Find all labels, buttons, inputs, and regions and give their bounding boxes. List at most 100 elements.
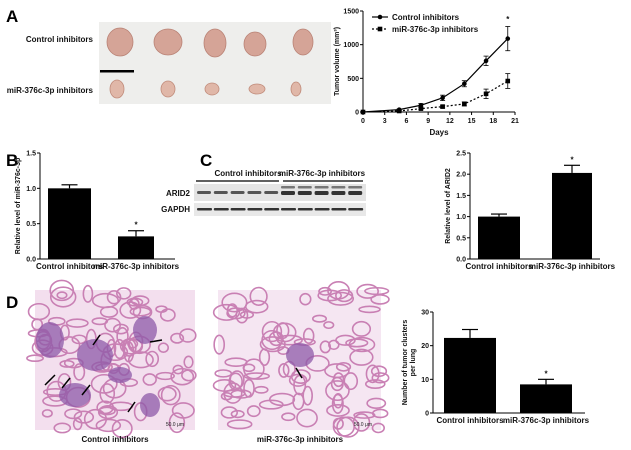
x-tick-label: 18 (489, 118, 497, 125)
y-tick-label: 1.0 (456, 214, 466, 221)
arrow-icon (81, 384, 91, 396)
tumor (290, 81, 302, 97)
significance-marker: * (134, 221, 138, 230)
band-gapdh (281, 208, 296, 211)
y-tick-label: 30 (421, 310, 429, 317)
x-tick-label: miR-376c-3p inhibitors (529, 262, 616, 271)
band-arid2-upper (348, 186, 363, 189)
bar (552, 172, 592, 259)
data-point (396, 108, 402, 114)
alveolus (95, 418, 122, 433)
band-arid2 (314, 191, 329, 195)
alveolus (119, 301, 142, 319)
y-tick-label: 1000 (343, 42, 359, 49)
band-arid2 (281, 191, 295, 195)
alveolus (230, 389, 252, 399)
alveolus (349, 348, 374, 366)
tumor (204, 82, 220, 96)
y-axis-label: Number of tumor clusters (402, 320, 409, 406)
alveolus (325, 380, 350, 402)
alveolus (212, 303, 241, 321)
alveolus (145, 350, 160, 368)
alveolus (183, 355, 194, 369)
alveolus (278, 363, 290, 378)
y-axis-label: Relative level of ARID2 (445, 168, 452, 244)
band-gapdh (297, 208, 313, 211)
y-tick-label: 20 (421, 343, 429, 350)
alveolus (220, 406, 238, 419)
arrow-icon (295, 367, 303, 379)
alveolus (371, 422, 385, 434)
alveolus (336, 416, 360, 438)
y-axis-label-2: per lung (410, 349, 417, 377)
alveolus (371, 372, 390, 384)
tumor (160, 80, 176, 98)
alveolus (31, 318, 44, 331)
alveolus (299, 292, 312, 306)
alveolus (172, 364, 184, 375)
arrow-icon (61, 377, 71, 389)
alveolus (261, 320, 283, 343)
x-tick-label: 15 (468, 118, 476, 125)
bar (48, 188, 91, 259)
alveolus (356, 283, 379, 299)
y-tick-label: 1500 (343, 9, 359, 16)
alveolus (302, 385, 313, 406)
alveolus (358, 305, 381, 314)
arrow-icon (127, 401, 136, 413)
mir-level-chart: 0.0 0.5 1.0 1.5 Relative level of miR-376c-3… (15, 151, 180, 272)
row-label-mir: miR-376c-3p inhibitors (7, 86, 94, 95)
band-arid2-upper (331, 186, 346, 189)
y-axis-label: Relative level of miR-376c-3p (15, 158, 22, 255)
blot-row-arid2: ARID2 (166, 189, 191, 198)
alveolus (330, 376, 344, 392)
alveolus (157, 342, 169, 353)
scale-bar-label-2: 50.0 μm (354, 422, 372, 428)
arrow-icon (149, 339, 163, 343)
bar (444, 337, 496, 413)
alveolus (116, 287, 132, 300)
alveolus (41, 409, 53, 418)
alveolus (71, 334, 87, 345)
alveolus (113, 338, 126, 360)
alveolus (214, 369, 233, 378)
alveolus (73, 363, 86, 381)
alveolus (235, 307, 249, 324)
alveolus (343, 372, 359, 391)
alveolus (365, 364, 380, 384)
band-arid2 (297, 191, 312, 195)
arid2-level-chart: 0.0 0.5 1.0 1.5 2.0 2.5 Relative level of ARID… (445, 151, 616, 272)
data-point (440, 104, 445, 109)
tumor-clusters-chart: 0 10 20 30 Number of tumor clusters per lung C… (402, 310, 590, 426)
alveolus (224, 357, 248, 368)
alveolus (243, 358, 265, 380)
alveolus (128, 297, 140, 310)
y-tick-label: 0.0 (26, 257, 36, 264)
y-tick-label: 0 (425, 411, 429, 418)
alveolus (64, 408, 83, 420)
alveolus (155, 371, 175, 381)
alveolus (91, 317, 109, 326)
alveolus (311, 314, 328, 323)
alveolus (364, 379, 386, 389)
band-arid2 (247, 191, 262, 194)
alveolus (99, 305, 119, 318)
alveolus (335, 334, 356, 346)
tumor-volume-chart: 0 3 6 9 12 15 18 21 0 500 1000 1500 Days Tumor volume… (334, 9, 519, 138)
alveolus (56, 291, 68, 300)
tumor (292, 28, 314, 56)
significance-marker: * (506, 15, 510, 24)
alveolus (179, 328, 197, 343)
band-arid2-upper (297, 186, 312, 189)
x-tick-label: miR-376c-3p inhibitors (93, 262, 180, 271)
alveolus (170, 367, 195, 386)
alveolus (223, 382, 243, 404)
y-tick-label: 1.0 (26, 186, 36, 193)
histology-caption-mir: miR-376c-3p inhibitors (257, 435, 344, 444)
x-tick-label: Control inhibitors (436, 416, 504, 425)
band-arid2 (197, 191, 211, 194)
blot-row-gapdh: GAPDH (161, 205, 190, 214)
y-tick-label: 0.0 (456, 257, 466, 264)
alveolus (213, 334, 226, 355)
y-tick-label: 2.5 (456, 151, 466, 158)
